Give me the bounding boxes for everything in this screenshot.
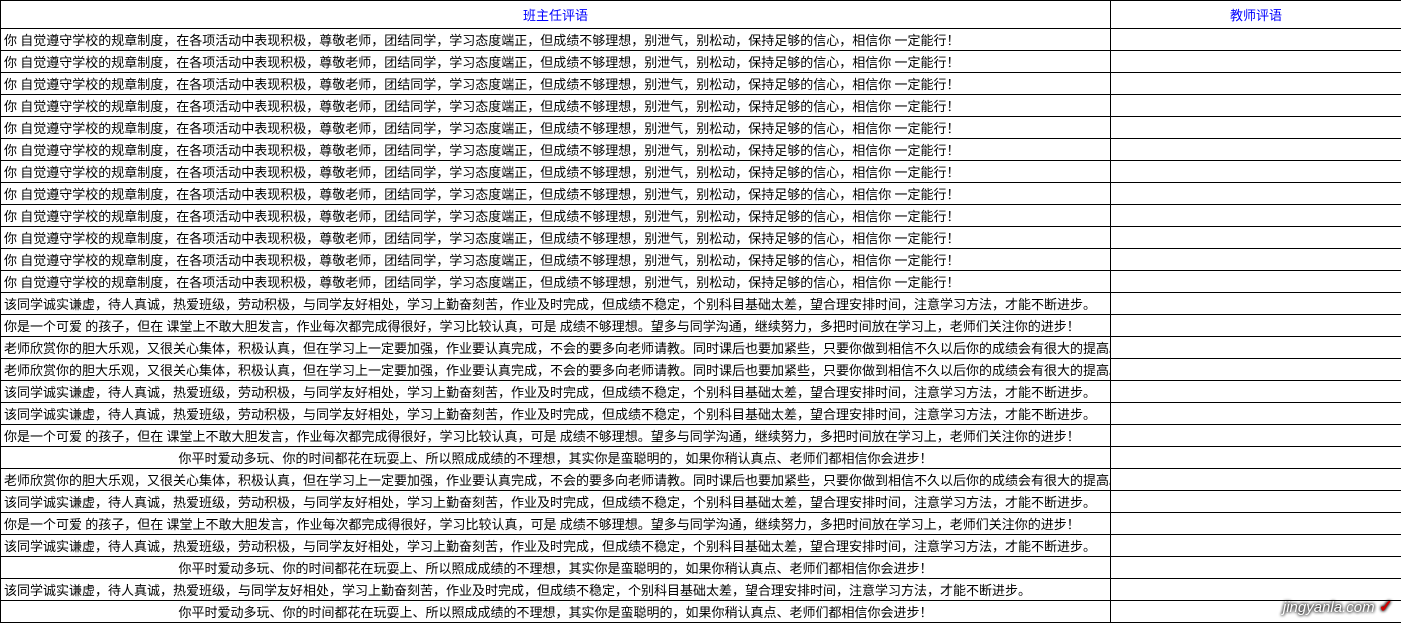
teacher-comment-cell (1111, 29, 1401, 51)
teacher-comment-cell (1111, 183, 1401, 205)
table-row: 你 自觉遵守学校的规章制度，在各项活动中表现积极，尊敬老师，团结同学，学习态度端… (1, 205, 1401, 227)
table-row: 老师欣赏你的胆大乐观，又很关心集体，积极认真，但在学习上一定要加强，作业要认真完… (1, 469, 1401, 491)
teacher-comment-cell (1111, 139, 1401, 161)
teacher-comment-cell (1111, 227, 1401, 249)
table-row: 你 自觉遵守学校的规章制度，在各项活动中表现积极，尊敬老师，团结同学，学习态度端… (1, 249, 1401, 271)
table-row: 你是一个可爱 的孩子，但在 课堂上不敢大胆发言，作业每次都完成得很好，学习比较认… (1, 513, 1401, 535)
teacher-comment-cell (1111, 359, 1401, 381)
comment-cell: 老师欣赏你的胆大乐观，又很关心集体，积极认真，但在学习上一定要加强，作业要认真完… (1, 337, 1111, 359)
comment-cell: 该同学诚实谦虚，待人真诚，热爱班级，与同学友好相处，学习上勤奋刻苦，作业及时完成… (1, 579, 1111, 601)
teacher-comment-cell (1111, 117, 1401, 139)
comment-cell: 你 自觉遵守学校的规章制度，在各项活动中表现积极，尊敬老师，团结同学，学习态度端… (1, 249, 1111, 271)
teacher-comment-cell (1111, 73, 1401, 95)
comment-cell: 你 自觉遵守学校的规章制度，在各项活动中表现积极，尊敬老师，团结同学，学习态度端… (1, 117, 1111, 139)
comment-cell: 你 自觉遵守学校的规章制度，在各项活动中表现积极，尊敬老师，团结同学，学习态度端… (1, 29, 1111, 51)
comment-cell: 你 自觉遵守学校的规章制度，在各项活动中表现积极，尊敬老师，团结同学，学习态度端… (1, 51, 1111, 73)
table-row: 你平时爱动多玩、你的时间都花在玩耍上、所以照成成绩的不理想，其实你是蛮聪明的，如… (1, 557, 1401, 579)
table-row: 该同学诚实谦虚，待人真诚，热爱班级，劳动积极，与同学友好相处，学习上勤奋刻苦，作… (1, 293, 1401, 315)
comment-cell: 你平时爱动多玩、你的时间都花在玩耍上、所以照成成绩的不理想，其实你是蛮聪明的，如… (1, 601, 1111, 623)
comment-cell: 该同学诚实谦虚，待人真诚，热爱班级，劳动积极，与同学友好相处，学习上勤奋刻苦，作… (1, 293, 1111, 315)
comment-cell: 你是一个可爱 的孩子，但在 课堂上不敢大胆发言，作业每次都完成得很好，学习比较认… (1, 425, 1111, 447)
comment-cell: 你是一个可爱 的孩子，但在 课堂上不敢大胆发言，作业每次都完成得很好，学习比较认… (1, 315, 1111, 337)
table-row: 你 自觉遵守学校的规章制度，在各项活动中表现积极，尊敬老师，团结同学，学习态度端… (1, 271, 1401, 293)
comment-cell: 老师欣赏你的胆大乐观，又很关心集体，积极认真，但在学习上一定要加强，作业要认真完… (1, 469, 1111, 491)
comment-cell: 你平时爱动多玩、你的时间都花在玩耍上、所以照成成绩的不理想，其实你是蛮聪明的，如… (1, 557, 1111, 579)
teacher-comment-cell (1111, 469, 1401, 491)
table-row: 老师欣赏你的胆大乐观，又很关心集体，积极认真，但在学习上一定要加强，作业要认真完… (1, 359, 1401, 381)
comment-cell: 你 自觉遵守学校的规章制度，在各项活动中表现积极，尊敬老师，团结同学，学习态度端… (1, 139, 1111, 161)
check-icon: ✓ (1379, 597, 1393, 616)
comments-table: 班主任评语 教师评语 你 自觉遵守学校的规章制度，在各项活动中表现积极，尊敬老师… (0, 0, 1401, 623)
teacher-comment-cell (1111, 425, 1401, 447)
comment-cell: 你 自觉遵守学校的规章制度，在各项活动中表现积极，尊敬老师，团结同学，学习态度端… (1, 205, 1111, 227)
comment-cell: 老师欣赏你的胆大乐观，又很关心集体，积极认真，但在学习上一定要加强，作业要认真完… (1, 359, 1111, 381)
table-row: 你 自觉遵守学校的规章制度，在各项活动中表现积极，尊敬老师，团结同学，学习态度端… (1, 227, 1401, 249)
teacher-comment-cell (1111, 249, 1401, 271)
comment-cell: 你 自觉遵守学校的规章制度，在各项活动中表现积极，尊敬老师，团结同学，学习态度端… (1, 161, 1111, 183)
teacher-comment-cell (1111, 51, 1401, 73)
table-row: 你 自觉遵守学校的规章制度，在各项活动中表现积极，尊敬老师，团结同学，学习态度端… (1, 73, 1401, 95)
table-row: 你 自觉遵守学校的规章制度，在各项活动中表现积极，尊敬老师，团结同学，学习态度端… (1, 95, 1401, 117)
table-row: 你 自觉遵守学校的规章制度，在各项活动中表现积极，尊敬老师，团结同学，学习态度端… (1, 183, 1401, 205)
table-row: 该同学诚实谦虚，待人真诚，热爱班级，与同学友好相处，学习上勤奋刻苦，作业及时完成… (1, 579, 1401, 601)
teacher-comment-cell (1111, 381, 1401, 403)
teacher-comment-cell (1111, 491, 1401, 513)
watermark: jingyanla.com ✓ (1283, 597, 1393, 617)
table-row: 你 自觉遵守学校的规章制度，在各项活动中表现积极，尊敬老师，团结同学，学习态度端… (1, 51, 1401, 73)
table-body: 你 自觉遵守学校的规章制度，在各项活动中表现积极，尊敬老师，团结同学，学习态度端… (1, 29, 1401, 623)
comment-cell: 你 自觉遵守学校的规章制度，在各项活动中表现积极，尊敬老师，团结同学，学习态度端… (1, 271, 1111, 293)
table-row: 该同学诚实谦虚，待人真诚，热爱班级，劳动积极，与同学友好相处，学习上勤奋刻苦，作… (1, 491, 1401, 513)
comment-cell: 该同学诚实谦虚，待人真诚，热爱班级，劳动积极，与同学友好相处，学习上勤奋刻苦，作… (1, 403, 1111, 425)
teacher-comment-cell (1111, 447, 1401, 469)
comment-cell: 该同学诚实谦虚，待人真诚，热爱班级，劳动积极，与同学友好相处，学习上勤奋刻苦，作… (1, 491, 1111, 513)
comment-cell: 该同学诚实谦虚，待人真诚，热爱班级，劳动积极，与同学友好相处，学习上勤奋刻苦，作… (1, 381, 1111, 403)
comment-cell: 你 自觉遵守学校的规章制度，在各项活动中表现积极，尊敬老师，团结同学，学习态度端… (1, 227, 1111, 249)
table-row: 你平时爱动多玩、你的时间都花在玩耍上、所以照成成绩的不理想，其实你是蛮聪明的，如… (1, 601, 1401, 623)
teacher-comment-cell (1111, 337, 1401, 359)
teacher-comment-cell (1111, 535, 1401, 557)
table-row: 你是一个可爱 的孩子，但在 课堂上不敢大胆发言，作业每次都完成得很好，学习比较认… (1, 315, 1401, 337)
watermark-text: jingyanla.com (1283, 599, 1375, 616)
header-right: 教师评语 (1111, 1, 1401, 29)
table-row: 该同学诚实谦虚，待人真诚，热爱班级，劳动积极，与同学友好相处，学习上勤奋刻苦，作… (1, 381, 1401, 403)
teacher-comment-cell (1111, 205, 1401, 227)
comment-cell: 你 自觉遵守学校的规章制度，在各项活动中表现积极，尊敬老师，团结同学，学习态度端… (1, 95, 1111, 117)
table-row: 你 自觉遵守学校的规章制度，在各项活动中表现积极，尊敬老师，团结同学，学习态度端… (1, 139, 1401, 161)
table-row: 你是一个可爱 的孩子，但在 课堂上不敢大胆发言，作业每次都完成得很好，学习比较认… (1, 425, 1401, 447)
teacher-comment-cell (1111, 293, 1401, 315)
table-row: 你 自觉遵守学校的规章制度，在各项活动中表现积极，尊敬老师，团结同学，学习态度端… (1, 29, 1401, 51)
teacher-comment-cell (1111, 557, 1401, 579)
teacher-comment-cell (1111, 315, 1401, 337)
comment-cell: 你 自觉遵守学校的规章制度，在各项活动中表现积极，尊敬老师，团结同学，学习态度端… (1, 73, 1111, 95)
table-row: 你 自觉遵守学校的规章制度，在各项活动中表现积极，尊敬老师，团结同学，学习态度端… (1, 117, 1401, 139)
teacher-comment-cell (1111, 161, 1401, 183)
table-row: 你 自觉遵守学校的规章制度，在各项活动中表现积极，尊敬老师，团结同学，学习态度端… (1, 161, 1401, 183)
table-row: 老师欣赏你的胆大乐观，又很关心集体，积极认真，但在学习上一定要加强，作业要认真完… (1, 337, 1401, 359)
comment-cell: 你是一个可爱 的孩子，但在 课堂上不敢大胆发言，作业每次都完成得很好，学习比较认… (1, 513, 1111, 535)
table-row: 该同学诚实谦虚，待人真诚，热爱班级，劳动积极，与同学友好相处，学习上勤奋刻苦，作… (1, 403, 1401, 425)
teacher-comment-cell (1111, 95, 1401, 117)
comment-cell: 你平时爱动多玩、你的时间都花在玩耍上、所以照成成绩的不理想，其实你是蛮聪明的，如… (1, 447, 1111, 469)
comment-cell: 你 自觉遵守学校的规章制度，在各项活动中表现积极，尊敬老师，团结同学，学习态度端… (1, 183, 1111, 205)
table-row: 该同学诚实谦虚，待人真诚，热爱班级，劳动积极，与同学友好相处，学习上勤奋刻苦，作… (1, 535, 1401, 557)
header-row: 班主任评语 教师评语 (1, 1, 1401, 29)
comment-cell: 该同学诚实谦虚，待人真诚，热爱班级，劳动积极，与同学友好相处，学习上勤奋刻苦，作… (1, 535, 1111, 557)
teacher-comment-cell (1111, 271, 1401, 293)
table-row: 你平时爱动多玩、你的时间都花在玩耍上、所以照成成绩的不理想，其实你是蛮聪明的，如… (1, 447, 1401, 469)
teacher-comment-cell (1111, 403, 1401, 425)
header-left: 班主任评语 (1, 1, 1111, 29)
teacher-comment-cell (1111, 513, 1401, 535)
